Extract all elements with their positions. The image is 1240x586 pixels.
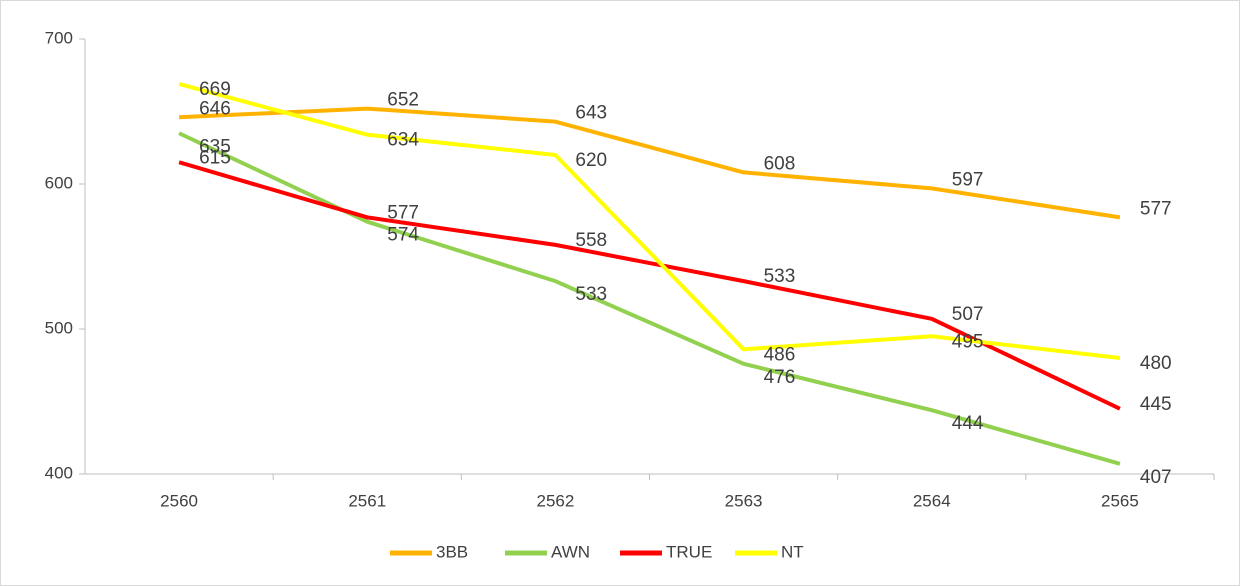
data-label: 507 xyxy=(952,304,984,325)
data-label: 643 xyxy=(575,103,607,124)
legend-label: TRUE xyxy=(666,542,712,561)
series-line xyxy=(178,82,1121,360)
data-label: 476 xyxy=(764,367,796,388)
data-label: 533 xyxy=(575,284,607,305)
x-tick-label: 2560 xyxy=(160,491,198,510)
data-label: 615 xyxy=(199,147,231,168)
data-label: 577 xyxy=(387,202,419,223)
data-label: 646 xyxy=(199,98,231,119)
y-tick-label: 400 xyxy=(45,463,73,482)
data-label: 480 xyxy=(1140,353,1172,374)
data-label: 444 xyxy=(952,413,984,434)
x-tick-label: 2562 xyxy=(537,491,575,510)
data-label: 577 xyxy=(1140,198,1172,219)
x-tick-label: 2564 xyxy=(913,491,951,510)
data-label: 634 xyxy=(387,130,419,151)
data-label: 407 xyxy=(1140,467,1172,488)
data-label: 533 xyxy=(764,266,796,287)
x-tick-label: 2563 xyxy=(725,491,763,510)
data-label: 445 xyxy=(1140,394,1172,415)
data-label: 620 xyxy=(575,150,607,171)
x-tick-label: 2565 xyxy=(1101,491,1139,510)
data-label: 486 xyxy=(764,344,796,365)
legend-label: NT xyxy=(781,542,804,561)
series-line xyxy=(178,160,1121,411)
data-label: 635 xyxy=(199,136,231,157)
data-label: 597 xyxy=(952,169,984,190)
legend-label: 3BB xyxy=(436,542,468,561)
series-line xyxy=(178,106,1121,220)
y-tick-label: 500 xyxy=(45,318,73,337)
y-tick-label: 600 xyxy=(45,173,73,192)
data-label: 608 xyxy=(764,153,796,174)
legend-label: AWN xyxy=(551,542,590,561)
data-label: 574 xyxy=(387,225,419,246)
data-label: 652 xyxy=(387,90,419,111)
data-label: 669 xyxy=(199,79,231,100)
x-tick-label: 2561 xyxy=(348,491,386,510)
y-tick-label: 700 xyxy=(45,28,73,47)
data-label: 495 xyxy=(952,331,984,352)
data-label: 558 xyxy=(575,230,607,251)
